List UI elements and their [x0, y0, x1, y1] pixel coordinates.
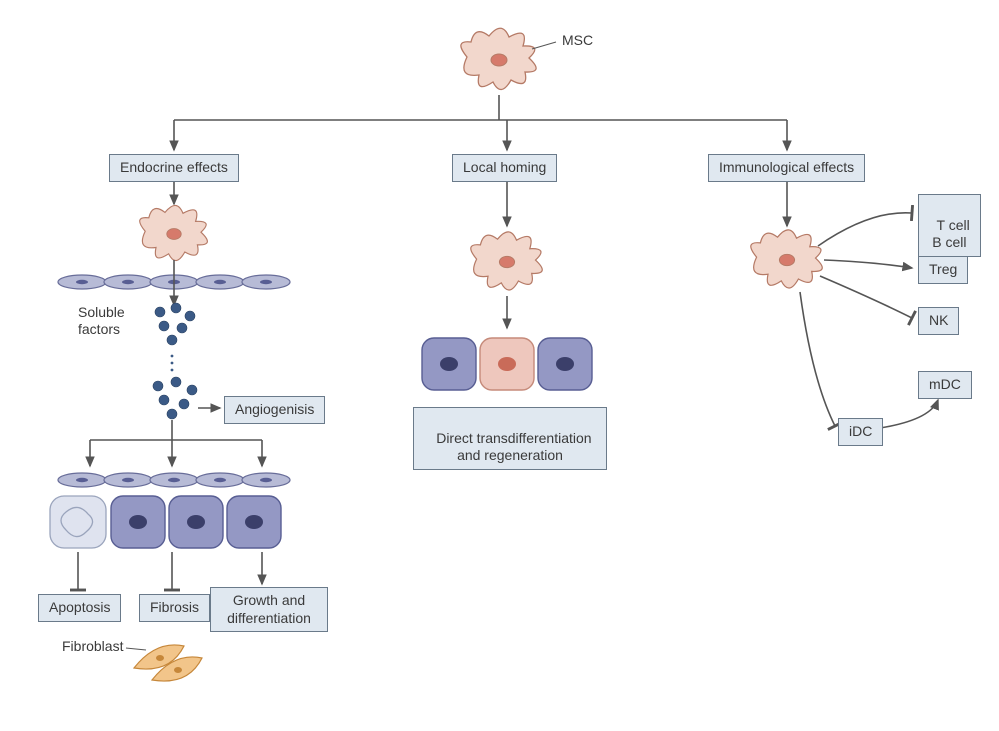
- msc-homing-shape: [471, 232, 542, 290]
- local-homing-label: Local homing: [463, 159, 546, 175]
- endothelial-layer-top: [58, 275, 290, 289]
- angiogenesis-label: Angiogenisis: [235, 401, 314, 417]
- fibrosis-label: Fibrosis: [150, 599, 199, 615]
- treg-box: Treg: [918, 256, 968, 284]
- endocrine-box: Endocrine effects: [109, 154, 239, 182]
- transdiff-box: Direct transdifferentiation and regenera…: [413, 407, 607, 470]
- immuno-label: Immunological effects: [719, 159, 854, 175]
- msc-immuno-shape: [751, 230, 822, 288]
- idc-label: iDC: [849, 423, 872, 439]
- growth-diff-box: Growth and differentiation: [210, 587, 328, 632]
- apoptosis-label: Apoptosis: [49, 599, 110, 615]
- endocrine-label: Endocrine effects: [120, 159, 228, 175]
- homing-cells-shape: [422, 338, 592, 390]
- angiogenesis-box: Angiogenisis: [224, 396, 325, 424]
- mdc-box: mDC: [918, 371, 972, 399]
- apoptosis-box: Apoptosis: [38, 594, 121, 622]
- transdiff-label: Direct transdifferentiation and regenera…: [436, 430, 591, 464]
- mdc-label: mDC: [929, 376, 961, 392]
- tcell-bcell-label: T cell B cell: [932, 217, 969, 251]
- tissue-cells-bottom: [111, 496, 281, 548]
- local-homing-box: Local homing: [452, 154, 557, 182]
- fibroblast-label: Fibroblast: [62, 638, 123, 655]
- msc-label: MSC: [562, 32, 593, 49]
- idc-box: iDC: [838, 418, 883, 446]
- growth-diff-label: Growth and differentiation: [227, 592, 311, 626]
- fibroblast-shape: [134, 645, 202, 681]
- endothelial-layer-bottom: [58, 473, 290, 487]
- immuno-box: Immunological effects: [708, 154, 865, 182]
- soluble-factors-label: Soluble factors: [78, 304, 125, 338]
- tcell-bcell-box: T cell B cell: [918, 194, 981, 257]
- msc-endocrine-shape: [140, 205, 208, 260]
- nk-box: NK: [918, 307, 959, 335]
- nk-label: NK: [929, 312, 948, 328]
- treg-label: Treg: [929, 261, 957, 277]
- msc-root-shape: [461, 28, 536, 89]
- fibrosis-box: Fibrosis: [139, 594, 210, 622]
- apoptotic-cell-shape: [50, 496, 106, 548]
- soluble-factors-dots: [153, 303, 197, 419]
